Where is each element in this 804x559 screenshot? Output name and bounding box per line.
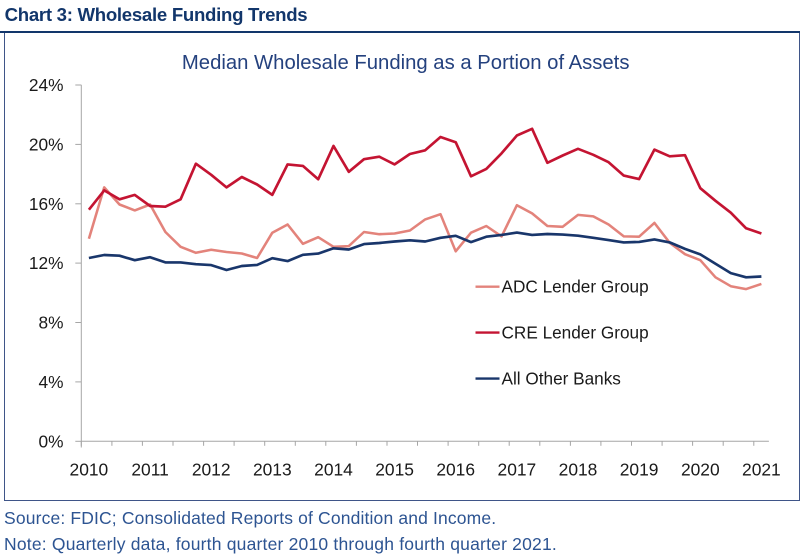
svg-text:CRE Lender Group: CRE Lender Group <box>502 323 649 343</box>
svg-text:16%: 16% <box>29 194 64 214</box>
svg-text:2012: 2012 <box>192 459 231 479</box>
svg-text:2018: 2018 <box>559 459 598 479</box>
svg-text:2013: 2013 <box>253 459 292 479</box>
svg-text:2021: 2021 <box>742 459 781 479</box>
svg-text:2016: 2016 <box>436 459 475 479</box>
svg-text:2014: 2014 <box>314 459 353 479</box>
svg-text:2020: 2020 <box>681 459 720 479</box>
svg-text:2011: 2011 <box>131 459 168 479</box>
svg-text:2015: 2015 <box>375 459 414 479</box>
svg-text:All Other Banks: All Other Banks <box>502 369 621 389</box>
svg-text:2017: 2017 <box>498 459 537 479</box>
svg-text:20%: 20% <box>29 134 64 154</box>
svg-text:2010: 2010 <box>70 459 109 479</box>
svg-text:8%: 8% <box>39 313 64 333</box>
svg-text:2019: 2019 <box>620 459 659 479</box>
svg-text:4%: 4% <box>39 372 64 392</box>
svg-text:12%: 12% <box>29 253 64 273</box>
svg-text:24%: 24% <box>29 75 64 95</box>
svg-text:0%: 0% <box>39 431 64 451</box>
svg-text:ADC Lender Group: ADC Lender Group <box>502 277 649 297</box>
